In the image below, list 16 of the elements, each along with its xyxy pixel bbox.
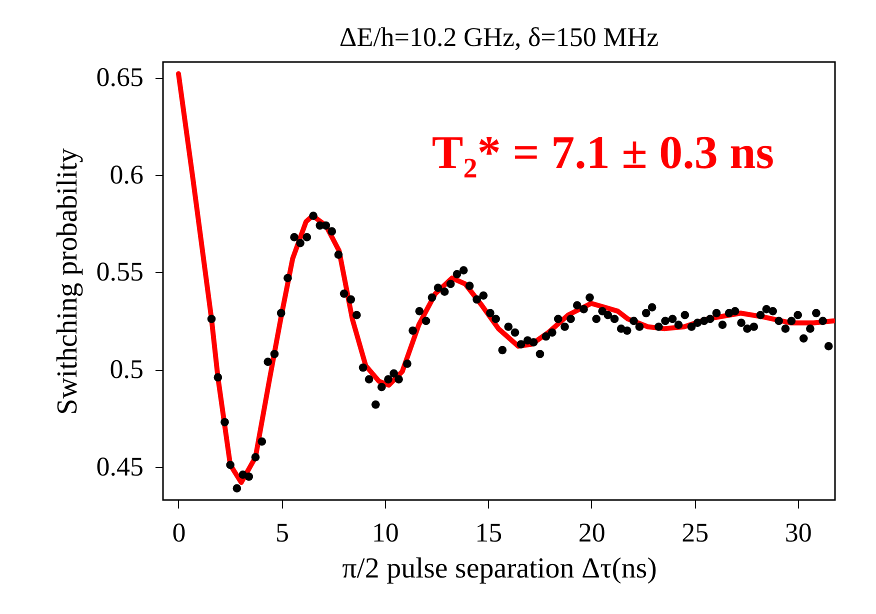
y-tick-label: 0.45	[96, 451, 144, 482]
x-tick-label: 20	[578, 518, 606, 548]
chart-title: ΔE/h=10.2 GHz, δ=150 MHz	[339, 22, 659, 52]
y-tick-label: 0.6	[110, 159, 144, 190]
y-tick-label: 0.55	[96, 256, 144, 287]
x-tick-label: 0	[172, 518, 186, 548]
x-tick-label: 25	[682, 518, 709, 548]
x-tick-label: 5	[275, 518, 289, 548]
y-axis-title: Swithching probability	[51, 148, 84, 415]
annotation: T₂* = 7.1 ± 0.3 ns	[432, 127, 774, 179]
x-tick-label: 30	[784, 518, 812, 548]
y-tick-label: 0.5	[110, 354, 144, 384]
x-tick-label: 15	[475, 518, 502, 548]
x-axis-title: π/2 pulse separation Δτ(ns)	[342, 552, 657, 584]
y-tick-label: 0.65	[96, 62, 144, 92]
x-tick-label: 10	[372, 518, 399, 548]
